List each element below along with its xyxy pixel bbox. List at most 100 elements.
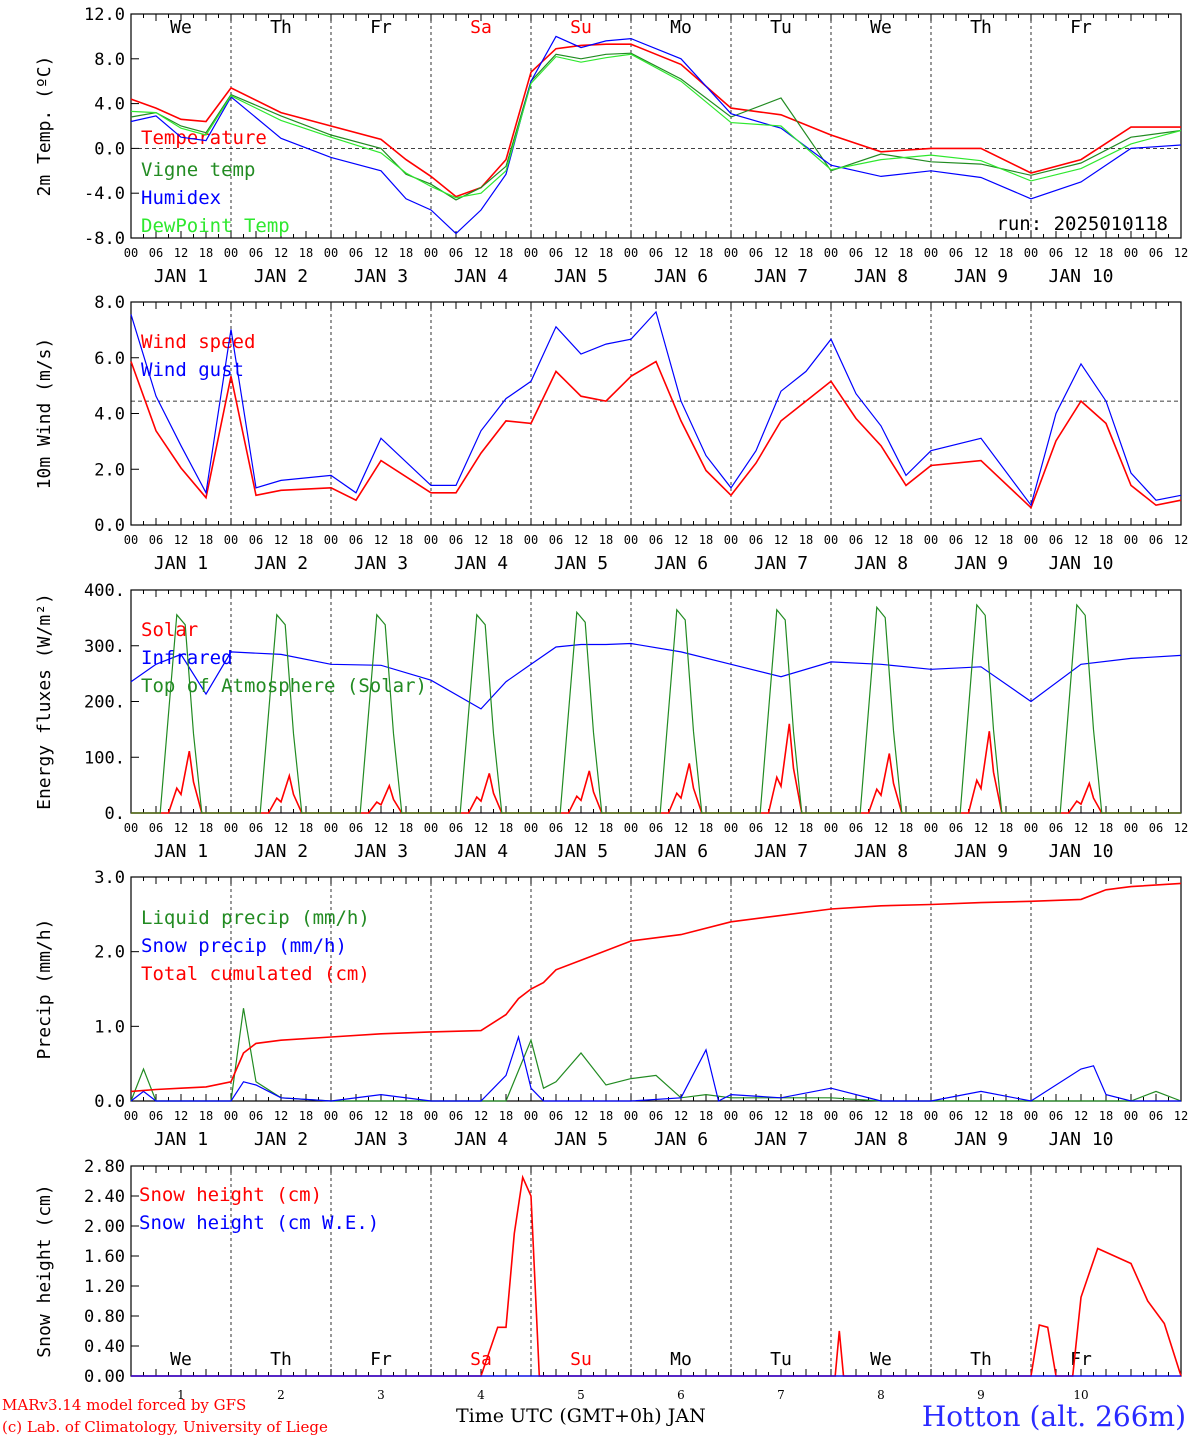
hour-tick-label: 12 <box>774 1109 788 1123</box>
legend-entry: Humidex <box>141 187 221 209</box>
hour-tick-label: 06 <box>449 533 463 547</box>
day-label: JAN 3 <box>354 841 408 862</box>
hour-tick-label: 06 <box>349 1109 363 1123</box>
y-tick-label: 100. <box>84 748 125 768</box>
hour-tick-label: 00 <box>824 1109 838 1123</box>
hour-tick-label: 06 <box>1149 246 1163 260</box>
day-label: JAN 4 <box>454 553 508 574</box>
day-label: JAN 2 <box>254 1129 308 1150</box>
hour-tick-label: 06 <box>849 533 863 547</box>
hour-tick-label: 18 <box>599 821 613 835</box>
hour-tick-label: 00 <box>824 246 838 260</box>
day-label: JAN 1 <box>154 841 208 862</box>
series-line <box>130 310 1182 507</box>
y-tick-label: 0.40 <box>84 1337 125 1357</box>
run-label: run: 2025010118 <box>996 213 1168 235</box>
day-label: JAN 2 <box>254 553 308 574</box>
hour-tick-label: 06 <box>249 1109 263 1123</box>
hour-tick-label: 00 <box>424 1109 438 1123</box>
weekday-label: We <box>170 1349 192 1370</box>
weekday-label: Sa <box>470 17 492 38</box>
hour-tick-label: 18 <box>899 1109 913 1123</box>
hour-tick-label: 12 <box>874 1109 888 1123</box>
weekday-label: Th <box>970 1349 992 1370</box>
legend-entry: Liquid precip (mm/h) <box>141 907 370 929</box>
hour-tick-label: 00 <box>924 821 938 835</box>
weekday-label: Su <box>570 1349 592 1370</box>
hour-tick-label: 06 <box>449 1109 463 1123</box>
series-line <box>130 1034 1181 1102</box>
y-axis-title: 2m Temp. (ºC) <box>34 56 55 197</box>
hour-tick-label: 12 <box>1174 246 1188 260</box>
day-label: JAN 1 <box>154 1129 208 1150</box>
hour-tick-label: 18 <box>899 821 913 835</box>
hour-tick-label: 12 <box>474 821 488 835</box>
day-number: 6 <box>677 1388 685 1402</box>
hour-tick-label: 00 <box>624 821 638 835</box>
weekday-label: Mo <box>670 1349 692 1370</box>
y-tick-label: 3.0 <box>94 868 125 888</box>
hour-tick-label: 12 <box>874 533 888 547</box>
hour-tick-label: 00 <box>824 533 838 547</box>
hour-tick-label: 00 <box>224 1109 238 1123</box>
hour-tick-label: 12 <box>574 821 588 835</box>
weekday-label: Th <box>970 17 992 38</box>
hour-tick-label: 00 <box>324 246 338 260</box>
hour-tick-label: 18 <box>899 246 913 260</box>
day-label: JAN 2 <box>254 841 308 862</box>
hour-tick-label: 00 <box>324 533 338 547</box>
hour-tick-label: 00 <box>1024 246 1038 260</box>
hour-tick-label: 12 <box>774 246 788 260</box>
y-tick-label: 300. <box>84 637 125 657</box>
y-tick-label: -8.0 <box>84 229 125 249</box>
day-label: JAN 8 <box>854 266 908 287</box>
y-tick-label: 0.0 <box>94 516 125 536</box>
hour-tick-label: 18 <box>699 246 713 260</box>
hour-tick-label: 12 <box>974 533 988 547</box>
hour-tick-label: 18 <box>199 1109 213 1123</box>
hour-tick-label: 18 <box>699 533 713 547</box>
day-number: 7 <box>777 1388 785 1402</box>
series-line <box>130 1008 1182 1102</box>
y-axis-title: 10m Wind (m/s) <box>34 338 55 490</box>
hour-tick-label: 06 <box>649 533 663 547</box>
hour-tick-label: 18 <box>1099 1109 1113 1123</box>
day-label: JAN 9 <box>954 553 1008 574</box>
y-tick-label: 400. <box>84 581 125 601</box>
hour-tick-label: 18 <box>1099 246 1113 260</box>
hour-tick-label: 12 <box>974 821 988 835</box>
hour-tick-label: 06 <box>1049 1109 1063 1123</box>
y-tick-label: 0. <box>105 804 125 824</box>
day-number: 2 <box>277 1388 285 1402</box>
hour-tick-label: 12 <box>474 533 488 547</box>
hour-tick-label: 06 <box>549 821 563 835</box>
weekday-label: Mo <box>670 17 692 38</box>
hour-tick-label: 18 <box>799 1109 813 1123</box>
hour-tick-label: 18 <box>1099 821 1113 835</box>
day-label: JAN 9 <box>954 1129 1008 1150</box>
hour-tick-label: 00 <box>124 1109 138 1123</box>
hour-tick-label: 18 <box>299 533 313 547</box>
hour-tick-label: 00 <box>924 246 938 260</box>
hour-tick-label: 18 <box>799 821 813 835</box>
hour-tick-label: 12 <box>674 1109 688 1123</box>
hour-tick-label: 00 <box>1024 821 1038 835</box>
weekday-label: Fr <box>370 17 392 38</box>
hour-tick-label: 00 <box>924 1109 938 1123</box>
hour-tick-label: 06 <box>1049 246 1063 260</box>
hour-tick-label: 00 <box>524 533 538 547</box>
day-label: JAN 7 <box>754 841 808 862</box>
hour-tick-label: 12 <box>474 246 488 260</box>
hour-tick-label: 06 <box>249 246 263 260</box>
hour-tick-label: 06 <box>1049 533 1063 547</box>
hour-tick-label: 06 <box>1149 1109 1163 1123</box>
y-tick-label: 0.0 <box>94 1092 125 1112</box>
day-label: JAN 4 <box>454 1129 508 1150</box>
series-line <box>130 35 1182 235</box>
hour-tick-label: 06 <box>249 533 263 547</box>
day-label: JAN 8 <box>854 553 908 574</box>
hour-tick-label: 12 <box>374 246 388 260</box>
day-label: JAN 5 <box>554 1129 608 1150</box>
series-line <box>131 1174 1182 1377</box>
